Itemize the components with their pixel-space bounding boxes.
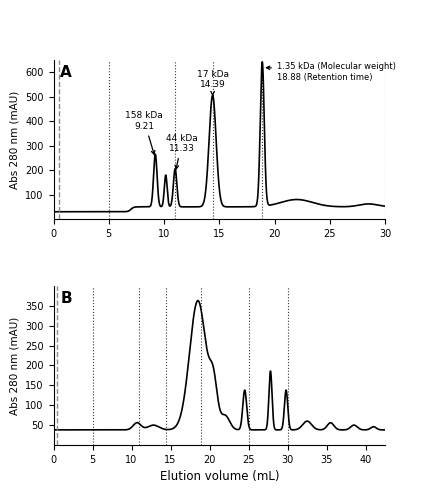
X-axis label: Elution volume (mL): Elution volume (mL) <box>160 470 279 484</box>
Text: 158 kDa
9.21: 158 kDa 9.21 <box>125 111 163 154</box>
Y-axis label: Abs 280 nm (mAU): Abs 280 nm (mAU) <box>10 90 20 188</box>
Y-axis label: Abs 280 nm (mAU): Abs 280 nm (mAU) <box>9 316 20 414</box>
Text: B: B <box>60 290 72 306</box>
Text: 44 kDa
11.33: 44 kDa 11.33 <box>166 134 198 169</box>
Text: A: A <box>60 65 72 80</box>
Text: 1.35 kDa (Molecular weight)
18.88 (Retention time): 1.35 kDa (Molecular weight) 18.88 (Reten… <box>266 62 396 82</box>
Text: 17 kDa
14.39: 17 kDa 14.39 <box>196 70 229 95</box>
